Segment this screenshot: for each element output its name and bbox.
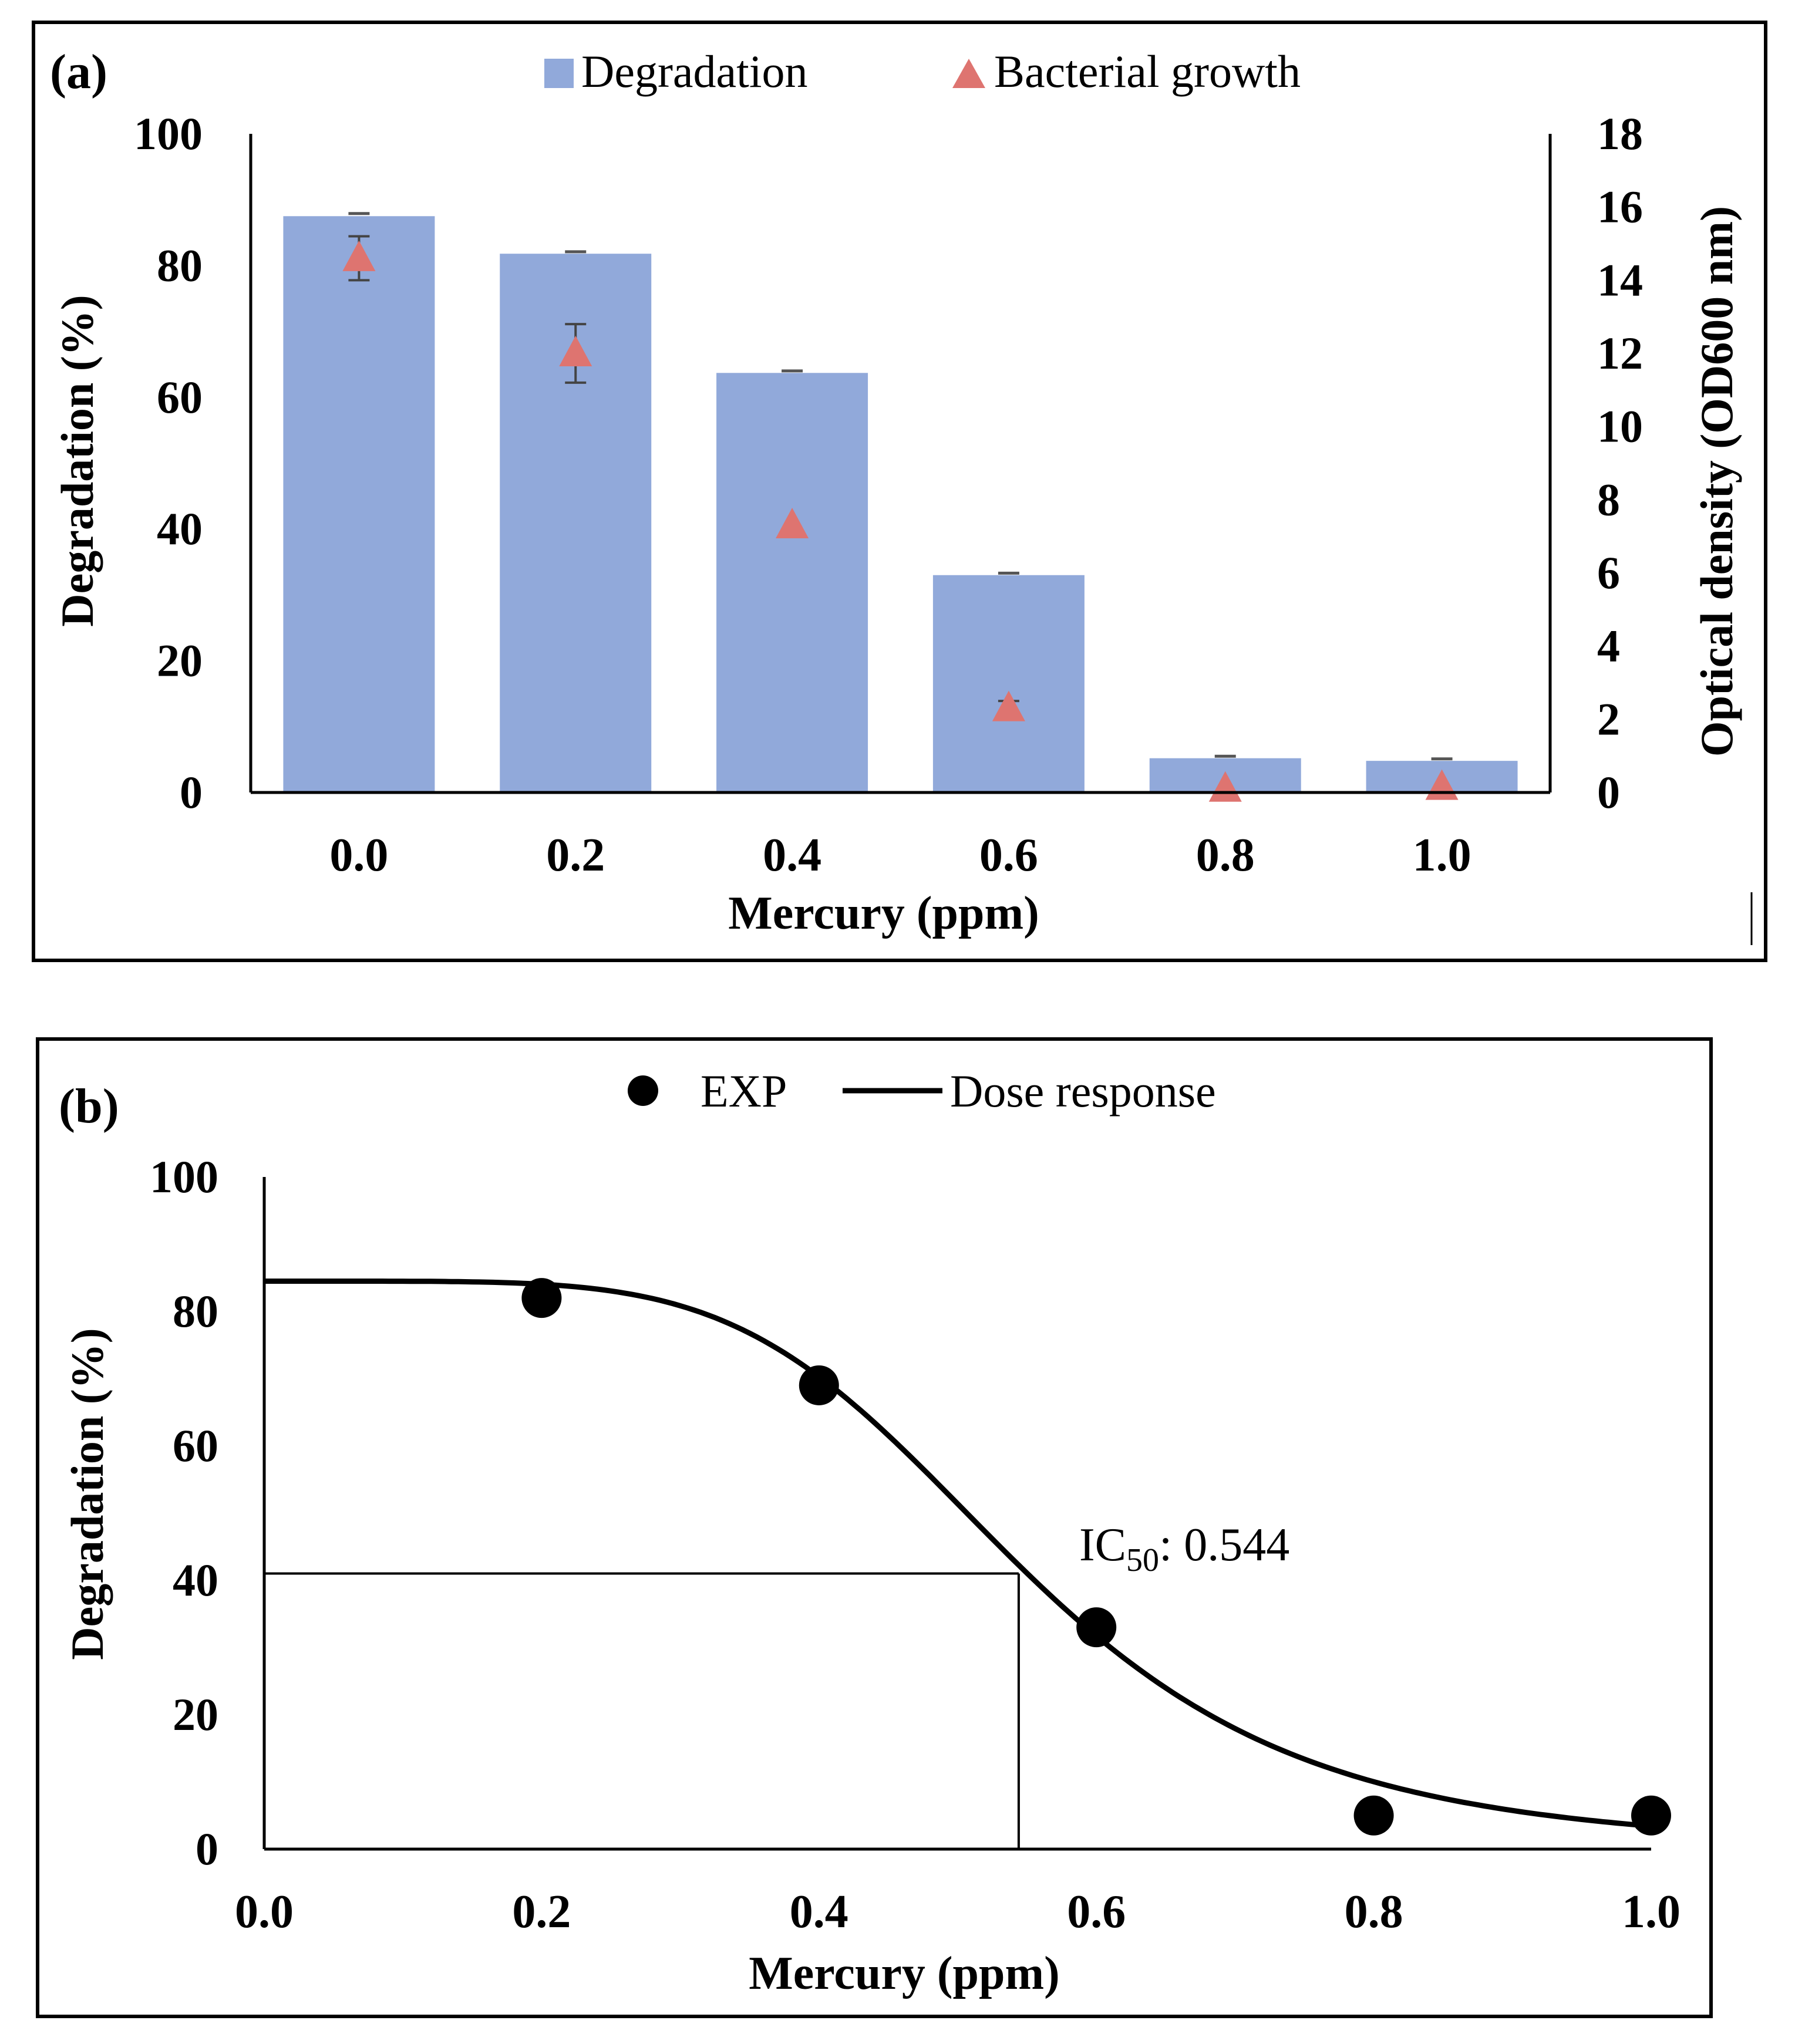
y2-tick-label-a: 12 (1597, 328, 1643, 379)
exp-point (1353, 1795, 1394, 1836)
degradation-bar (716, 373, 868, 792)
legend-exp-label: EXP (701, 1065, 787, 1117)
dose-response-curve (264, 1279, 1652, 1829)
exp-point (1631, 1795, 1671, 1836)
y-tick-label-b: 100 (150, 1151, 218, 1202)
y-tick-label-a: 80 (157, 240, 203, 291)
ic50-annotation: IC50: 0.544 (1079, 1519, 1289, 1578)
ic50-prefix: IC (1079, 1519, 1126, 1571)
ic50-suffix: : 0.544 (1159, 1519, 1289, 1571)
panel-a: (a) Degradation Bacterial growth 0204060… (32, 21, 1767, 962)
y-tick-label-a: 60 (157, 372, 203, 423)
legend-dose-label: Dose response (950, 1065, 1216, 1117)
degradation-bar (932, 575, 1085, 792)
y-tick-label-a: 20 (157, 635, 203, 686)
legend-exp-marker (628, 1075, 658, 1106)
degradation-bar (283, 216, 435, 792)
growth-marker (1208, 771, 1242, 802)
exp-point (521, 1278, 562, 1318)
y-tick-label-b: 20 (173, 1689, 218, 1740)
legend-a: Degradation Bacterial growth (544, 46, 1301, 97)
x-tick-label-b: 0.6 (1067, 1886, 1126, 1938)
y-tick-label-b: 40 (173, 1554, 218, 1605)
panel-b: (b) EXP Dose response 0 20 40 60 80 100 0.0 0.2… (36, 1037, 1713, 2018)
y-axis-title-b: Degradation (%) (62, 1328, 113, 1660)
panel-a-frame (32, 21, 1767, 962)
panel-a-label: (a) (50, 45, 107, 99)
y-tick-label-a: 40 (157, 503, 203, 554)
x-tick-label-b: 0.0 (235, 1886, 294, 1938)
y2-tick-label-a: 18 (1597, 108, 1643, 159)
exp-point (1076, 1607, 1117, 1648)
y-tick-label-b: 60 (173, 1420, 218, 1471)
x-tick-label-a: 0.6 (979, 829, 1038, 881)
y2-axis-title-a: Optical density (OD600 nm) (1691, 206, 1742, 757)
y-tick-label-b: 0 (196, 1823, 218, 1874)
x-tick-label-b: 0.2 (512, 1886, 571, 1938)
growth-marker (559, 336, 592, 366)
panel-b-label: (b) (59, 1079, 119, 1134)
exp-point (799, 1365, 839, 1405)
y2-tick-label-a: 4 (1597, 620, 1620, 672)
x-tick-label-a: 0.2 (546, 829, 605, 881)
x-tick-label-a: 1.0 (1413, 829, 1471, 881)
plot-area-b: 0 20 40 60 80 100 0.0 0.2 0.4 0.6 0.8 1.0 (150, 1151, 1681, 1938)
growth-marker (342, 240, 376, 271)
panel-b-frame (36, 1037, 1713, 2018)
y-axis-title-a: Degradation (%) (52, 295, 103, 626)
y-tick-label-a: 0 (180, 767, 203, 818)
legend-degradation-swatch (544, 59, 574, 88)
y2-tick-label-a: 6 (1597, 547, 1620, 598)
plot-area-a: 0 20 40 60 80 100 0 2 4 6 8 10 12 14 16 18 0.0 0.2 0.4 0.6 0… (134, 108, 1643, 881)
x-tick-label-b: 1.0 (1622, 1886, 1681, 1938)
x-axis-title-b: Mercury (ppm) (749, 1948, 1060, 1999)
y2-tick-label-a: 16 (1597, 181, 1643, 232)
legend-growth-label: Bacterial growth (994, 46, 1301, 97)
x-axis-title-a: Mercury (ppm) (728, 888, 1039, 939)
x-tick-label-b: 0.4 (790, 1886, 848, 1938)
y2-tick-label-a: 8 (1597, 474, 1620, 525)
x-tick-label-a: 0.8 (1196, 829, 1255, 881)
y2-tick-label-a: 2 (1597, 693, 1620, 744)
y2-tick-label-a: 0 (1597, 767, 1620, 818)
legend-growth-marker (952, 59, 985, 88)
y-tick-label-b: 80 (173, 1286, 218, 1337)
growth-marker (992, 690, 1025, 721)
legend-b: EXP Dose response (628, 1065, 1216, 1117)
y2-tick-label-a: 14 (1597, 254, 1643, 305)
x-tick-label-b: 0.8 (1345, 1886, 1403, 1938)
y-tick-label-a: 100 (134, 108, 203, 159)
x-tick-label-a: 0.4 (763, 829, 821, 881)
y2-tick-label-a: 10 (1597, 401, 1643, 452)
growth-marker (776, 507, 809, 538)
legend-degradation-label: Degradation (581, 46, 808, 97)
x-tick-label-a: 0.0 (329, 829, 388, 881)
ic50-subscript: 50 (1126, 1542, 1159, 1578)
